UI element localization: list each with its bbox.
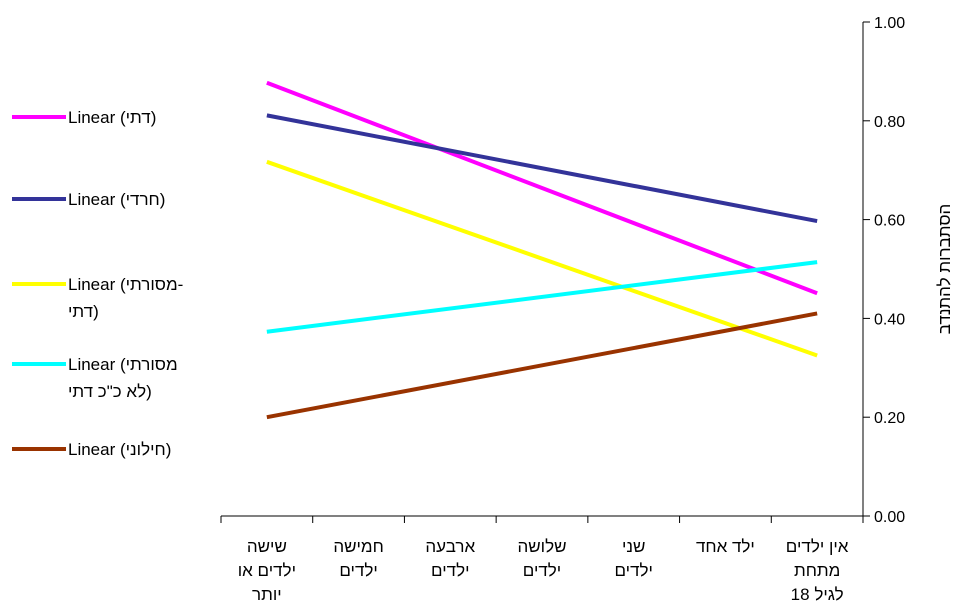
x-category-label: שני ילדים xyxy=(614,537,652,580)
series-line xyxy=(266,260,818,334)
legend-label: Linear (חילוני) xyxy=(68,440,171,459)
x-category-label: ארבעה ילדים xyxy=(425,537,475,580)
series-line xyxy=(266,159,818,358)
y-tick-label: 0.60 xyxy=(874,213,905,230)
y-tick-label: 0.20 xyxy=(874,410,905,427)
y-tick-label: 1.00 xyxy=(874,15,905,32)
x-category-label: שלושה ילדים xyxy=(517,537,566,580)
plot-area: 0.00 0.20 0.40 0.60 0.80 1.00 שישה ילדים או יות… xyxy=(220,15,954,604)
legend-label: Linear (מסורתי לא כ"כ דתי) xyxy=(68,355,178,401)
y-ticks: 0.00 0.20 0.40 0.60 0.80 1.00 xyxy=(863,15,905,526)
legend-label: Linear (מסורתי-דתי) xyxy=(68,275,183,321)
x-category-label: אין ילדים מתחת לגיל 18 xyxy=(786,537,849,604)
x-category-label: חמישה ילדים xyxy=(333,537,383,580)
y-axis-title: הסתברות להתנדב xyxy=(935,204,954,335)
y-tick-label: 0.80 xyxy=(874,114,905,131)
legend-label: Linear (חרדי) xyxy=(68,190,165,209)
series-lines xyxy=(266,80,818,420)
legend-label: Linear (דתי) xyxy=(68,108,156,127)
series-line xyxy=(266,311,818,420)
x-ticks: שישה ילדים או יותר חמישה ילדים ארבעה ילדים שלוש… xyxy=(220,516,864,604)
x-category-label: ילד אחד xyxy=(696,537,755,556)
series-line xyxy=(266,113,818,224)
series-line xyxy=(266,80,818,296)
x-category-label: שישה ילדים או יותר xyxy=(238,537,296,604)
y-tick-label: 0.40 xyxy=(874,311,905,328)
y-tick-label: 0.00 xyxy=(874,509,905,526)
legend: Linear (דתי) Linear (חרדי) Linear (מסורתי-… xyxy=(12,108,183,459)
